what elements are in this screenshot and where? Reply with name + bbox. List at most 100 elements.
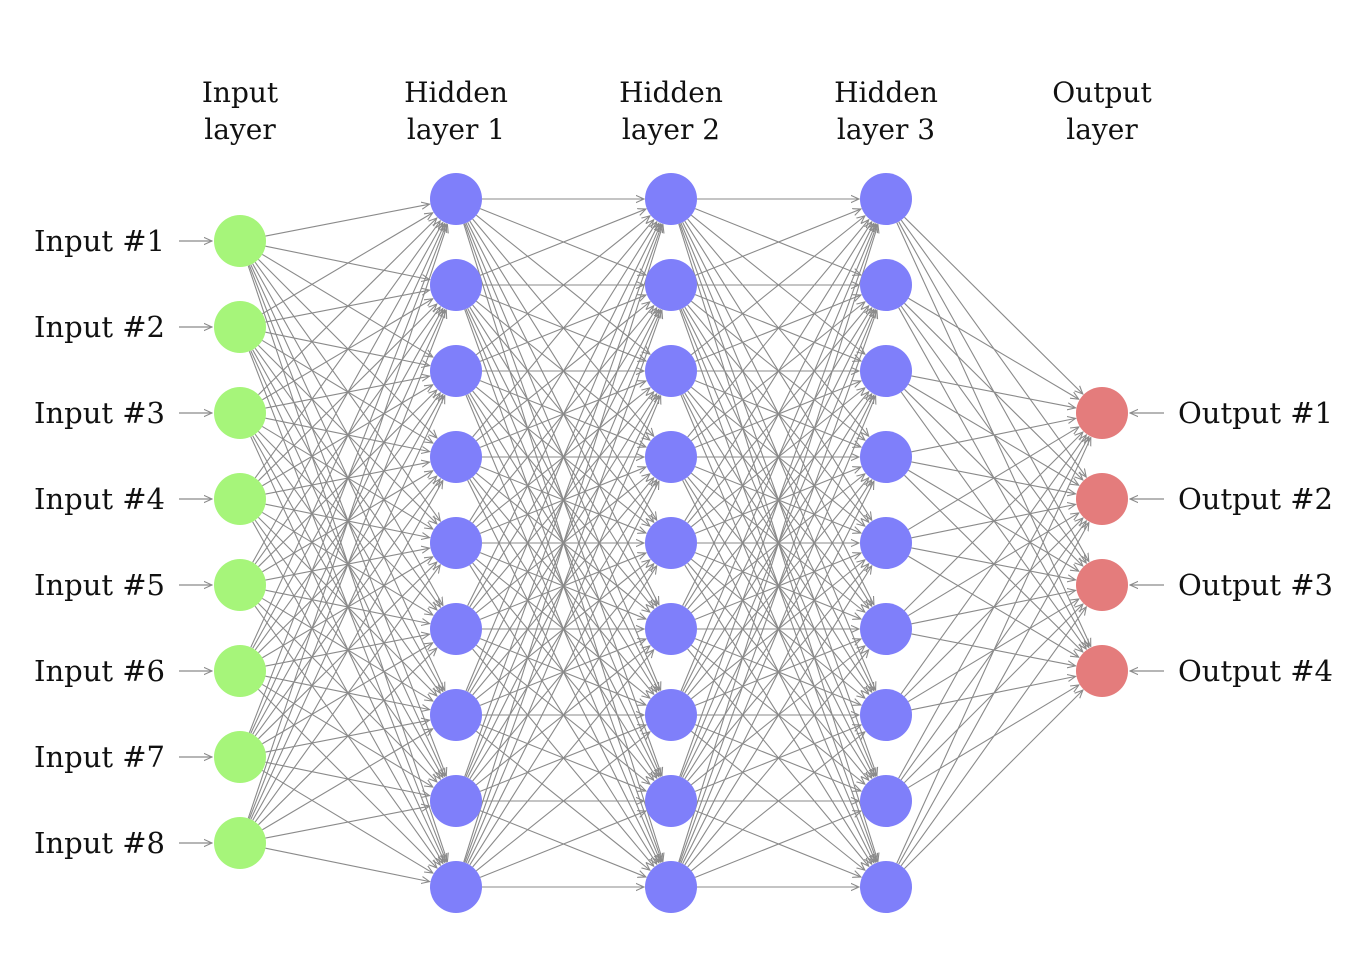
hidden2-node-5 <box>645 517 697 569</box>
edge-hidden2-3-to-hidden3-1 <box>690 216 865 356</box>
edge-hidden2-5-to-hidden3-1 <box>684 222 872 522</box>
output-label-4: Output #4 <box>1178 654 1333 688</box>
edge-hidden1-3-to-hidden2-1 <box>475 216 650 356</box>
hidden3-node-6 <box>860 603 912 655</box>
io-labels: Input #1 Input #2 Input #3 Input #4 Input #5… <box>34 224 1333 860</box>
edge-hidden3-6-to-output-1 <box>903 432 1083 612</box>
hidden2-node-4 <box>645 431 697 483</box>
edge-hidden2-9-to-hidden3-2 <box>679 310 877 863</box>
edge-hidden3-8-to-output-1 <box>898 437 1089 779</box>
edge-hidden1-2-to-hidden2-1 <box>479 209 646 276</box>
hidden1-node-7 <box>430 689 482 741</box>
neurons <box>214 173 1128 913</box>
edge-input-8-to-hidden1-4 <box>252 481 443 821</box>
input-label-6: Input #6 <box>34 654 165 688</box>
hidden1-node-5 <box>430 517 482 569</box>
output-node-2 <box>1076 473 1128 525</box>
output-label-1: Output #1 <box>1178 396 1333 430</box>
output-header-line1: Output <box>1052 76 1152 109</box>
edge-hidden1-9-to-hidden2-8 <box>479 811 646 878</box>
input-node-6 <box>214 645 266 697</box>
hidden2-node-6 <box>645 603 697 655</box>
io-arrows <box>179 241 1164 843</box>
hidden2-node-7 <box>645 689 697 741</box>
edge-hidden2-9-to-hidden3-3 <box>680 396 876 864</box>
edge-input-8-to-hidden1-1 <box>247 225 447 819</box>
edge-hidden3-9-to-output-1 <box>896 438 1091 864</box>
edge-hidden1-9-to-hidden2-3 <box>465 396 661 864</box>
edge-input-8-to-hidden1-8 <box>265 806 430 839</box>
edge-hidden3-2-to-output-1 <box>908 297 1078 399</box>
edge-input-3-to-hidden1-1 <box>258 218 436 396</box>
hidden1-node-8 <box>430 775 482 827</box>
edge-input-6-to-hidden1-1 <box>250 224 445 648</box>
input-label-1: Input #1 <box>34 224 165 258</box>
output-node-1 <box>1076 387 1128 439</box>
edge-hidden3-1-to-output-1 <box>904 216 1082 394</box>
edge-hidden2-8-to-hidden3-1 <box>679 224 877 777</box>
edge-hidden2-9-to-hidden3-8 <box>694 811 861 878</box>
edge-hidden1-9-to-hidden2-5 <box>469 566 657 866</box>
edge-input-5-to-hidden1-1 <box>252 223 443 563</box>
edge-hidden2-6-to-hidden3-1 <box>682 223 874 606</box>
edge-hidden1-9-to-hidden2-1 <box>463 225 663 863</box>
edge-hidden1-9-to-hidden2-2 <box>464 310 662 863</box>
input-label-5: Input #5 <box>34 568 165 602</box>
edge-hidden3-9-to-output-3 <box>900 607 1086 867</box>
input-node-4 <box>214 473 266 525</box>
input-node-8 <box>214 817 266 869</box>
edge-input-8-to-hidden1-5 <box>254 565 440 823</box>
edge-hidden2-2-to-hidden3-1 <box>694 209 861 276</box>
hidden3-node-7 <box>860 689 912 741</box>
output-node-4 <box>1076 645 1128 697</box>
edge-input-8-to-hidden1-2 <box>248 310 446 819</box>
edge-input-1-to-hidden1-1 <box>265 204 430 237</box>
hidden2-node-2 <box>645 259 697 311</box>
input-node-3 <box>214 387 266 439</box>
hidden2-node-9 <box>645 861 697 913</box>
input-label-8: Input #8 <box>34 826 165 860</box>
input-node-7 <box>214 731 266 783</box>
edge-hidden1-8-to-hidden2-1 <box>464 224 662 777</box>
hidden3-header-line2: layer 3 <box>837 113 935 146</box>
edge-hidden1-9-to-hidden2-7 <box>475 732 650 872</box>
edge-hidden2-7-to-hidden3-1 <box>680 224 876 692</box>
edge-hidden1-9-to-hidden2-4 <box>467 481 659 864</box>
edge-hidden3-7-to-output-1 <box>900 435 1086 695</box>
edge-input-8-to-hidden1-6 <box>258 648 436 826</box>
edge-hidden1-7-to-hidden2-1 <box>465 224 661 692</box>
input-label-3: Input #3 <box>34 396 165 430</box>
edge-hidden2-9-to-hidden3-1 <box>678 225 878 863</box>
hidden1-node-4 <box>430 431 482 483</box>
hidden1-node-3 <box>430 345 482 397</box>
hidden3-node-4 <box>860 431 912 483</box>
input-header-line1: Input <box>202 76 279 109</box>
edge-input-2-to-hidden1-1 <box>262 213 432 315</box>
hidden2-node-3 <box>645 345 697 397</box>
edge-hidden3-4-to-output-1 <box>911 418 1075 453</box>
hidden3-header-line1: Hidden <box>834 76 938 109</box>
edge-hidden3-3-to-output-1 <box>911 375 1076 408</box>
edge-hidden1-6-to-hidden2-1 <box>467 223 659 606</box>
edge-hidden2-9-to-hidden3-7 <box>690 732 865 872</box>
edge-hidden2-4-to-hidden3-1 <box>687 220 869 438</box>
edge-input-8-to-hidden1-9 <box>265 847 429 881</box>
input-node-5 <box>214 559 266 611</box>
edge-input-8-to-hidden1-3 <box>250 396 445 820</box>
hidden3-node-2 <box>860 259 912 311</box>
edge-input-7-to-hidden1-1 <box>248 224 446 733</box>
connections <box>247 199 1091 887</box>
hidden1-node-1 <box>430 173 482 225</box>
hidden2-node-1 <box>645 173 697 225</box>
input-header-line2: layer <box>204 113 276 146</box>
edge-input-8-to-hidden1-7 <box>262 729 432 831</box>
hidden1-node-9 <box>430 861 482 913</box>
edge-hidden1-9-to-hidden2-6 <box>472 650 654 868</box>
hidden1-node-2 <box>430 259 482 311</box>
edge-hidden1-4-to-hidden2-1 <box>472 220 654 438</box>
hidden3-node-8 <box>860 775 912 827</box>
hidden2-header-line1: Hidden <box>619 76 723 109</box>
edge-hidden3-5-to-output-1 <box>907 427 1079 531</box>
output-label-3: Output #3 <box>1178 568 1333 602</box>
